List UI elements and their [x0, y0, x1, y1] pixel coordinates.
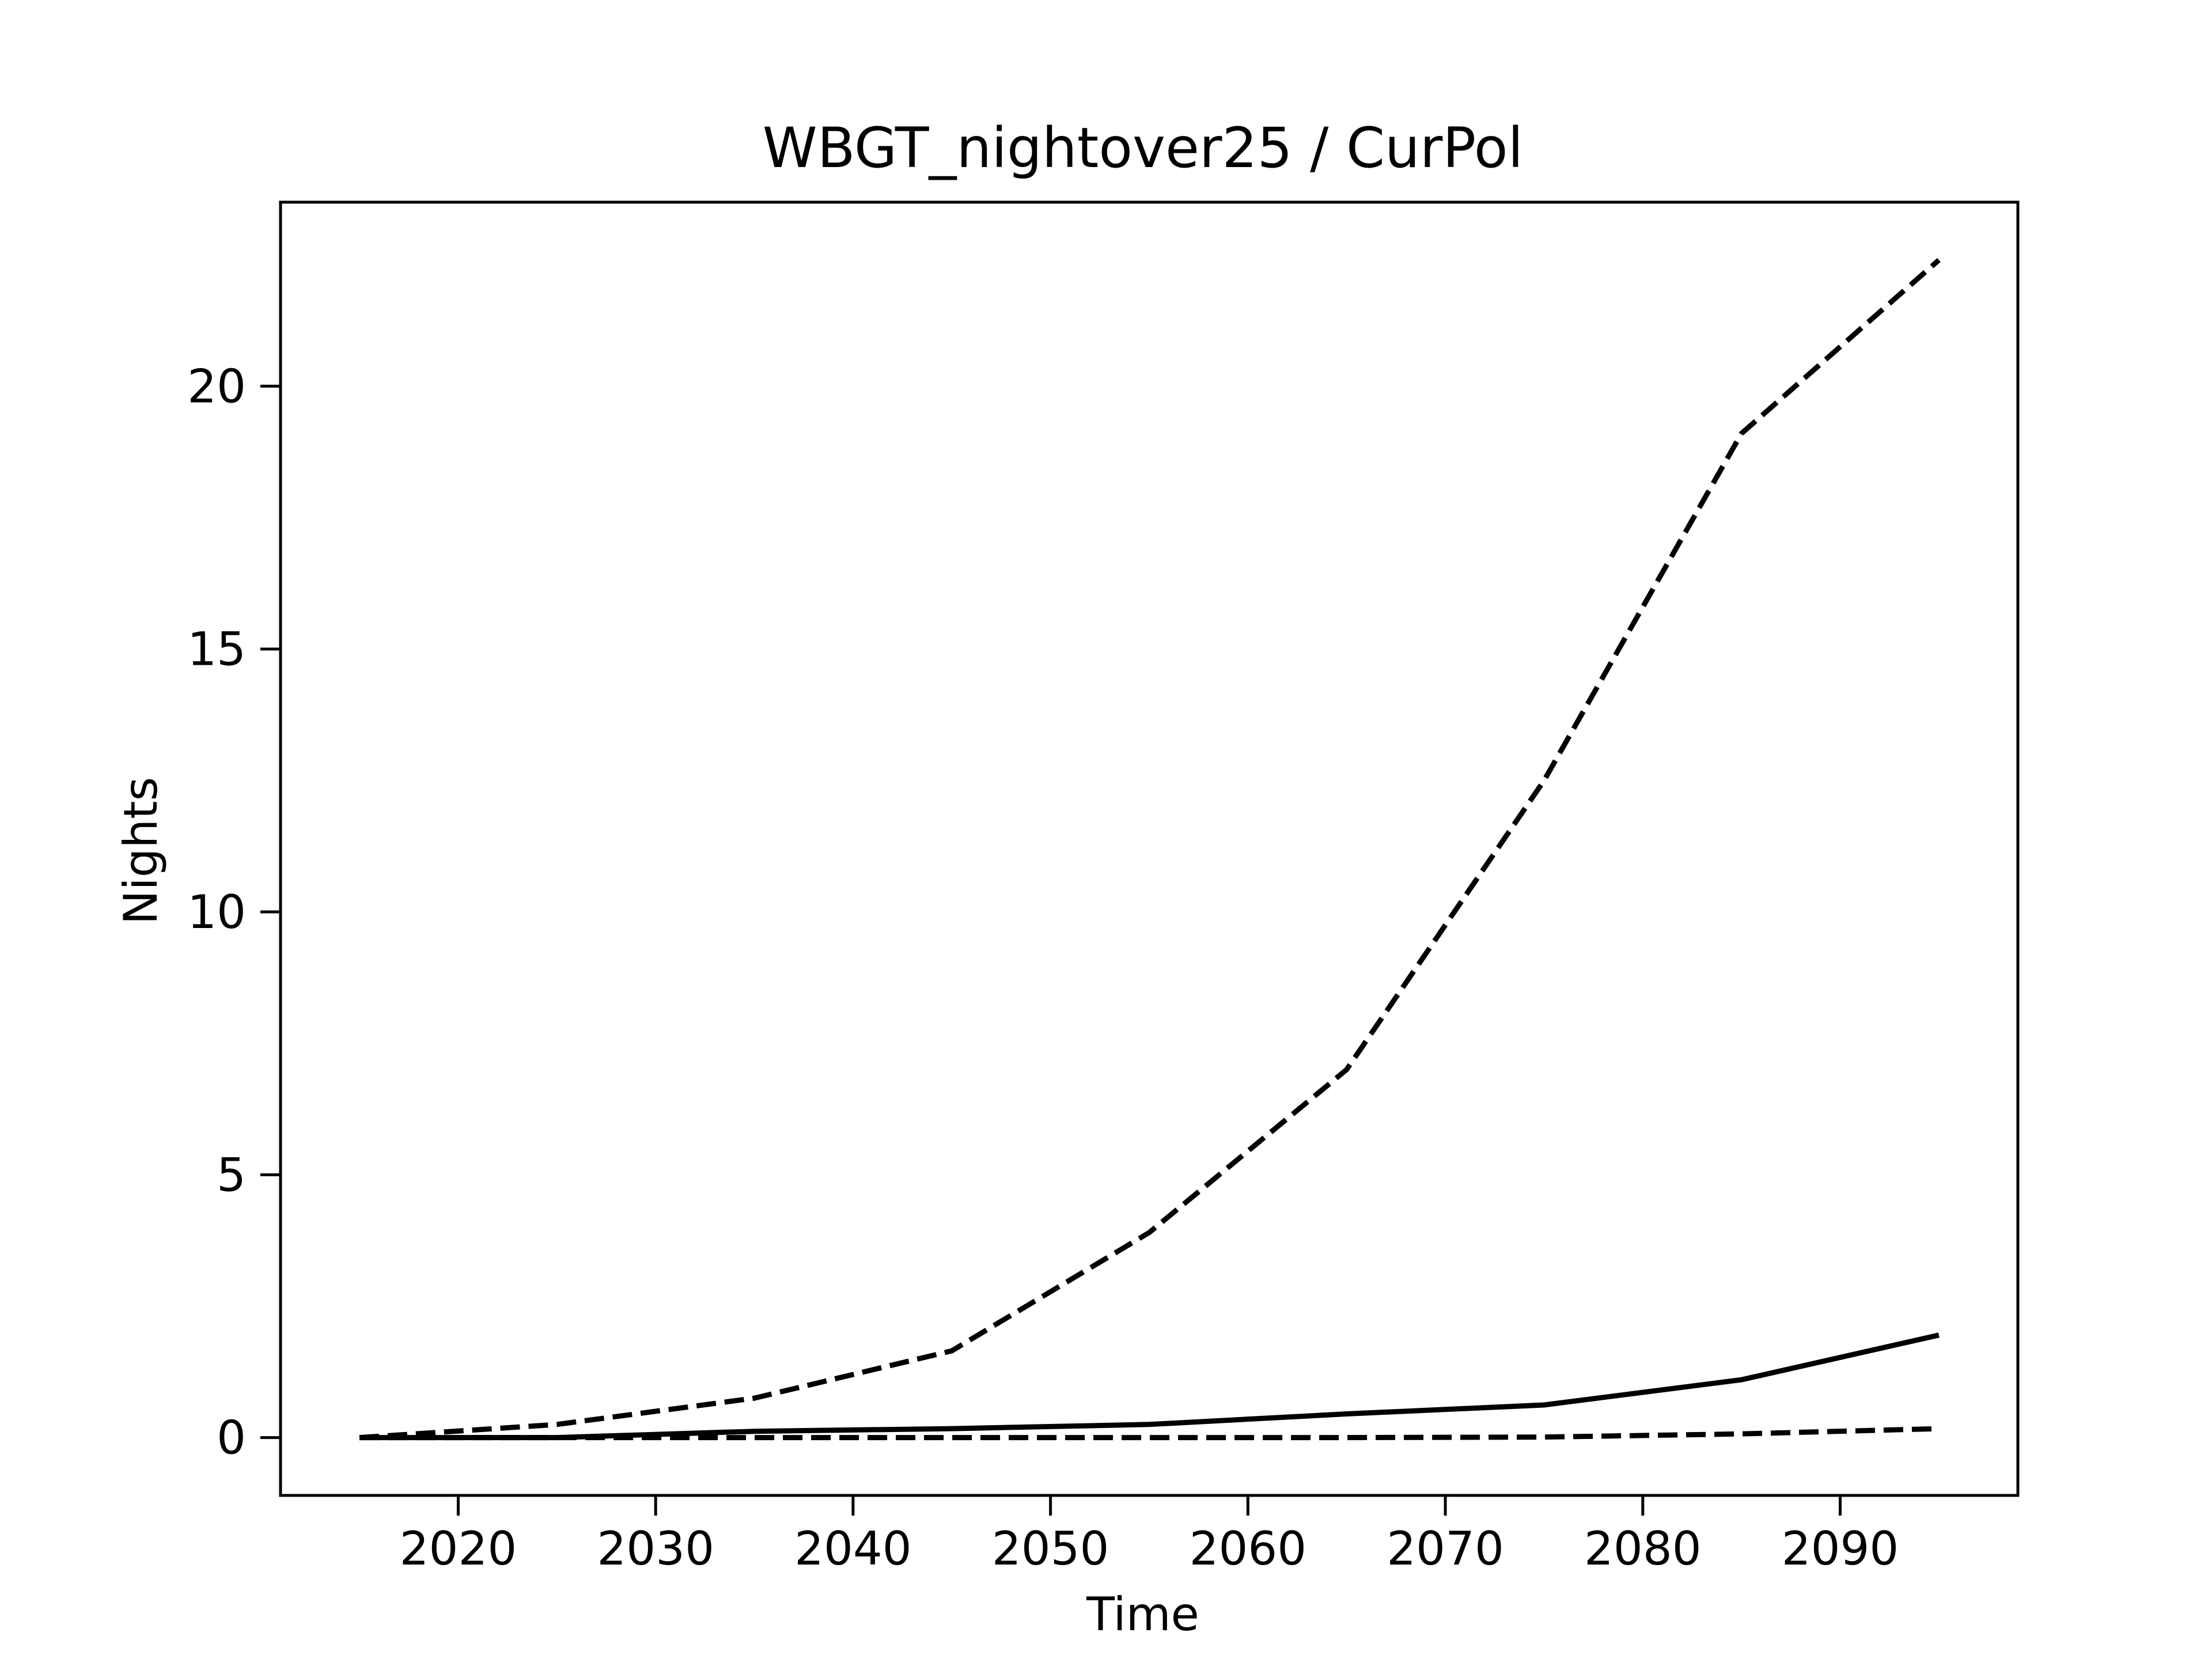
- x-tick-label: 2040: [794, 1522, 912, 1575]
- series-layer: [359, 258, 1941, 1441]
- ticks-layer: 2020 2030 2040 2050 2060 2070 2080 2090 0 5 10 15 20: [187, 359, 1899, 1575]
- y-tick-label: 5: [217, 1148, 246, 1202]
- chart-title: WBGT_nightover25 / CurPol: [763, 116, 1523, 180]
- y-tick-label: 10: [187, 885, 246, 939]
- x-tick-label: 2060: [1190, 1522, 1307, 1575]
- plot-frame: [279, 200, 2020, 1497]
- y-axis-label: Nights: [114, 777, 168, 925]
- x-tick-label: 2080: [1584, 1522, 1702, 1575]
- x-tick-label: 2050: [992, 1522, 1109, 1575]
- y-tick-label: 15: [187, 623, 246, 676]
- x-tick-label: 2090: [1782, 1522, 1899, 1575]
- series-line-3: [359, 1426, 1940, 1441]
- x-tick-label: 2020: [400, 1522, 517, 1575]
- x-tick-label: 2070: [1387, 1522, 1504, 1575]
- y-tick-label: 0: [217, 1411, 246, 1465]
- y-tick-label: 20: [187, 359, 246, 413]
- x-axis-label: Time: [1086, 1588, 1199, 1641]
- x-tick-label: 2030: [597, 1522, 714, 1575]
- series-line-1: [359, 258, 1941, 1441]
